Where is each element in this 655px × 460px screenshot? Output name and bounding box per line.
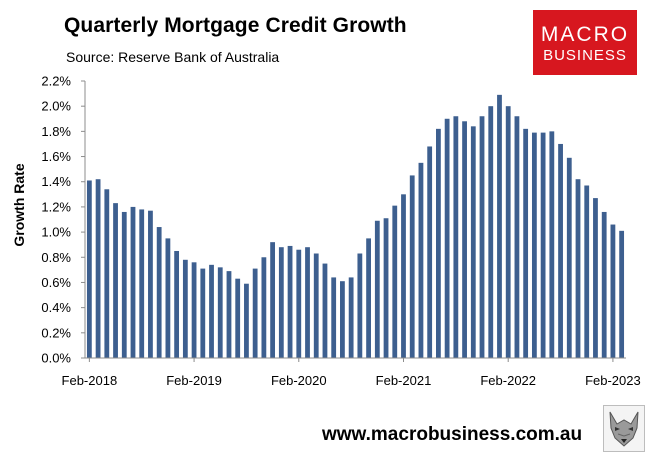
bar	[191, 262, 197, 358]
bar	[165, 238, 171, 358]
bar	[182, 259, 188, 358]
y-tick-label: 0.8%	[41, 250, 71, 265]
bar	[104, 189, 110, 358]
bar	[383, 218, 389, 358]
bar	[366, 238, 371, 358]
bar	[409, 175, 415, 358]
bar	[549, 131, 555, 358]
x-tick-label: Feb-2019	[166, 373, 222, 388]
y-tick-label: 0.0%	[41, 351, 71, 366]
bar	[252, 268, 258, 358]
bar	[200, 268, 206, 358]
bar	[593, 198, 598, 358]
bar	[453, 116, 459, 358]
bar	[278, 247, 284, 358]
chart-source: Source: Reserve Bank of Australia	[66, 49, 280, 65]
bar	[217, 267, 223, 358]
y-tick-label: 1.6%	[41, 149, 71, 164]
bar	[444, 118, 450, 359]
bar	[436, 128, 441, 358]
bar	[261, 257, 267, 358]
bar	[497, 94, 502, 358]
chart-title: Quarterly Mortgage Credit Growth	[64, 14, 407, 37]
bar	[174, 250, 180, 358]
bar	[322, 263, 328, 358]
y-tick-label: 2.2%	[41, 74, 71, 89]
bar	[488, 106, 494, 359]
x-tick-label: Feb-2023	[585, 373, 641, 388]
bar	[470, 126, 476, 358]
y-tick-label: 1.2%	[41, 199, 71, 214]
y-tick-label: 1.4%	[41, 174, 71, 189]
y-tick-label: 2.0%	[41, 99, 71, 114]
bar	[558, 143, 563, 358]
bar	[244, 283, 249, 358]
x-tick-label: Feb-2022	[480, 373, 536, 388]
bar	[209, 264, 214, 358]
bar	[235, 278, 241, 358]
bar	[340, 281, 345, 358]
bar	[148, 210, 153, 358]
y-axis-label: Growth Rate	[11, 163, 27, 247]
bar	[575, 179, 581, 358]
bar	[296, 249, 302, 358]
bar	[601, 211, 607, 358]
bar	[270, 242, 276, 358]
logo-line-macro: MACRO	[540, 22, 630, 46]
bar	[462, 121, 467, 358]
bar	[610, 224, 616, 358]
logo-line-business: BUSINESS	[543, 46, 627, 64]
y-tick-label: 0.4%	[41, 300, 71, 315]
bar	[531, 132, 537, 358]
bar	[121, 211, 127, 358]
bar	[86, 180, 92, 358]
bar	[479, 116, 485, 358]
bar	[418, 162, 424, 358]
bar	[287, 245, 293, 358]
bar	[226, 271, 232, 358]
y-tick-label: 0.2%	[41, 325, 71, 340]
bar	[505, 106, 511, 359]
bar	[130, 206, 136, 358]
bar	[401, 194, 406, 358]
y-tick-label: 1.0%	[41, 225, 71, 240]
x-tick-label: Feb-2018	[62, 373, 118, 388]
bar	[305, 247, 310, 358]
bar	[566, 157, 572, 358]
bar	[514, 116, 520, 358]
bar	[348, 277, 354, 358]
bar	[619, 230, 625, 358]
bar	[313, 253, 319, 358]
bar	[139, 209, 145, 358]
bar	[374, 220, 380, 358]
x-tick-label: Feb-2021	[376, 373, 432, 388]
bar	[584, 185, 590, 358]
website-url: www.macrobusiness.com.au	[322, 424, 583, 445]
bar	[392, 205, 398, 358]
x-tick-label: Feb-2020	[271, 373, 327, 388]
macrobusiness-logo: MACRO BUSINESS	[533, 10, 637, 75]
bar	[523, 128, 529, 358]
bar	[95, 179, 101, 358]
y-tick-label: 0.6%	[41, 275, 71, 290]
bar	[540, 132, 546, 358]
y-tick-label: 1.8%	[41, 124, 71, 139]
wolf-icon	[603, 405, 645, 452]
bar	[113, 203, 118, 358]
bar	[331, 277, 337, 358]
bar	[357, 253, 363, 358]
bar	[156, 227, 162, 358]
bar	[427, 146, 433, 358]
